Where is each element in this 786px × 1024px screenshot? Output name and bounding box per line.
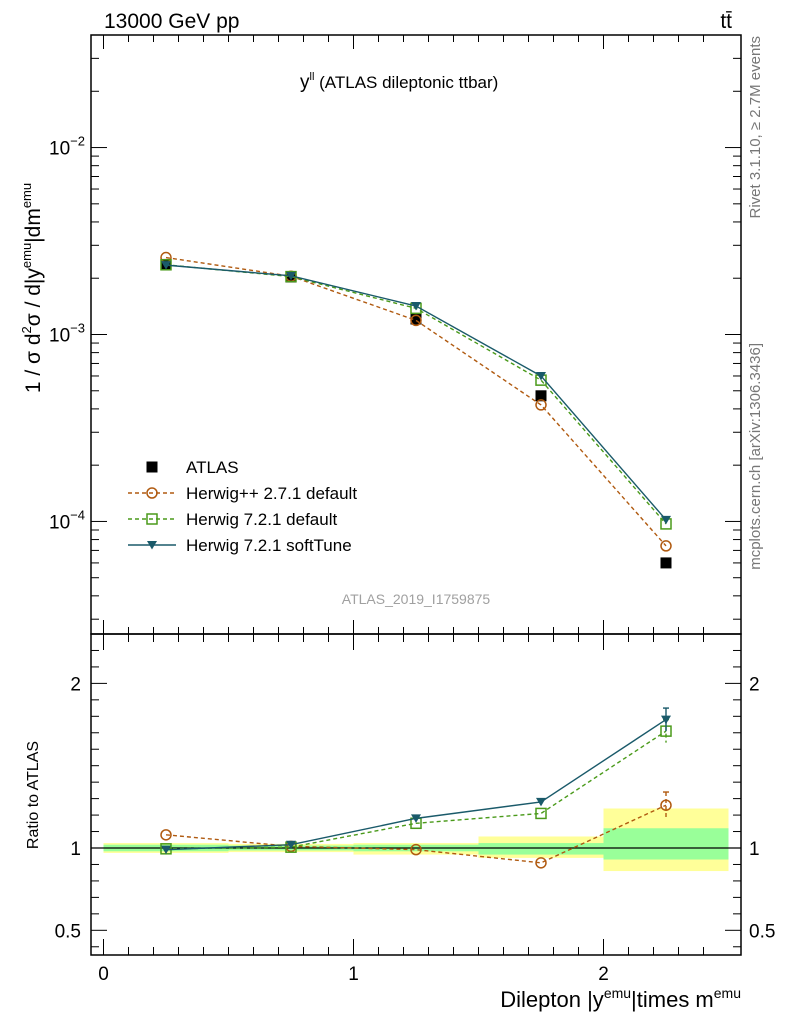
legend-marker <box>146 487 158 499</box>
data-point-herwig-7-2-1-softtune <box>286 271 296 281</box>
ratio-y-tick-label-right: 1 <box>749 839 760 860</box>
ratio-y-tick-label-right: 0.5 <box>749 921 775 942</box>
y-tick-label-exp: −2 <box>70 134 85 149</box>
mcplots-label: mcplots.cern.ch [arXiv:1306.3436] <box>747 343 764 570</box>
data-point-herwig-2-7-1-default <box>535 399 547 411</box>
y-tick-label-exp: −4 <box>70 507 85 522</box>
data-point-herwig-2-7-1-default <box>410 314 422 327</box>
x-tick-label: 2 <box>598 964 609 985</box>
data-point-herwig-7-2-1-default <box>160 259 172 271</box>
ratio-point-herwig-2-7-1-default <box>535 857 547 869</box>
ratio-series-line-herwig-7-2-1-softtune <box>165 719 667 851</box>
legend-marker <box>146 461 158 473</box>
x-axis-label-sup: emu <box>604 985 631 1001</box>
ratio-y-tick-label-left: 2 <box>70 674 81 695</box>
x-axis-label-part: Dilepton |y <box>500 987 604 1012</box>
data-point-herwig-7-2-1-softtune <box>536 371 546 381</box>
ratio-y-tick-label-left: 0.5 <box>55 921 81 942</box>
x-axis-label: Dilepton |yemu|times memu <box>500 985 741 1012</box>
y-tick-label: 10−3 <box>49 321 85 347</box>
ratio-point-herwig-2-7-1-default <box>660 799 672 811</box>
energy-label: 13000 GeV pp <box>104 10 239 33</box>
ratio-series-line-herwig-2-7-1-default <box>165 804 667 864</box>
y-axis-label: 1 / σ d2σ / d|yemu|dmemu <box>19 183 45 393</box>
plot-title: yll (ATLAS dileptonic ttbar) <box>300 71 498 93</box>
x-axis-label-part: |times m <box>631 987 714 1012</box>
x-tick-label: 0 <box>98 964 109 985</box>
ratio-point-herwig-7-2-1-default <box>535 807 547 820</box>
legend-label: Herwig++ 2.7.1 default <box>186 484 357 503</box>
plot-title-rest: (ATLAS dileptonic ttbar) <box>314 73 498 92</box>
y-axis-label-part: 1 / σ d <box>22 333 45 393</box>
ratio-uncertainty-band-inner <box>603 828 729 860</box>
y-axis-label-part: σ / d|y <box>22 268 45 327</box>
ratio-point-herwig-2-7-1-default <box>160 829 172 841</box>
ratio-y-tick-label-right: 2 <box>749 674 760 695</box>
analysis-watermark: ATLAS_2019_I1759875 <box>342 591 491 607</box>
series-line-herwig-2-7-1-default <box>165 256 667 547</box>
ratio-point-herwig-7-2-1-softtune <box>161 845 171 855</box>
ratio-y-tick-label-left: 1 <box>70 839 81 860</box>
ratio-uncertainty-band-inner <box>478 843 604 855</box>
x-tick-label: 1 <box>348 964 359 985</box>
data-point-atlas <box>660 557 672 569</box>
data-point-herwig-7-2-1-softtune <box>661 515 671 525</box>
y-axis-label-sup: 2 <box>19 326 34 333</box>
data-point-herwig-2-7-1-default <box>660 540 672 552</box>
y-tick-label: 10−4 <box>49 507 85 533</box>
legend-label: Herwig 7.2.1 softTune <box>186 536 352 555</box>
legend-marker <box>147 541 157 550</box>
ratio-point-herwig-7-2-1-softtune <box>661 715 671 725</box>
ratio-frame <box>90 633 742 956</box>
ratio-y-axis-label: Ratio to ATLAS <box>25 741 42 849</box>
legend-label: Herwig 7.2.1 default <box>186 510 337 529</box>
ratio-point-herwig-2-7-1-default <box>410 843 422 856</box>
ratio-point-herwig-7-2-1-softtune <box>286 840 296 850</box>
y-tick-label-exp: −3 <box>70 321 85 336</box>
process-label: tt̄ <box>720 10 732 33</box>
rivet-version-label: Rivet 3.1.10, ≥ 2.7M events <box>747 36 764 219</box>
y-tick-label-base: 10 <box>49 512 70 533</box>
y-axis-label-part: |dm <box>22 208 45 243</box>
plot-title-sup: ll <box>310 71 315 83</box>
x-axis-label-sup: emu <box>714 985 741 1001</box>
data-point-herwig-7-2-1-softtune <box>161 261 171 270</box>
plot-title-main: y <box>300 72 310 93</box>
ratio-point-herwig-7-2-1-softtune <box>536 797 546 807</box>
y-axis-label-sup: emu <box>19 243 34 268</box>
data-point-herwig-7-2-1-softtune <box>411 302 421 311</box>
y-axis-label-sup: emu <box>19 183 34 208</box>
ratio-series-line-herwig-7-2-1-default <box>165 730 667 850</box>
y-tick-label-base: 10 <box>49 139 70 160</box>
y-tick-label: 10−2 <box>49 134 85 160</box>
data-point-atlas <box>535 390 547 402</box>
data-point-atlas <box>410 313 422 325</box>
legend-label: ATLAS <box>186 458 239 477</box>
legend-marker <box>146 513 158 525</box>
ratio-point-herwig-7-2-1-softtune <box>411 814 421 823</box>
y-tick-label-base: 10 <box>49 326 70 347</box>
